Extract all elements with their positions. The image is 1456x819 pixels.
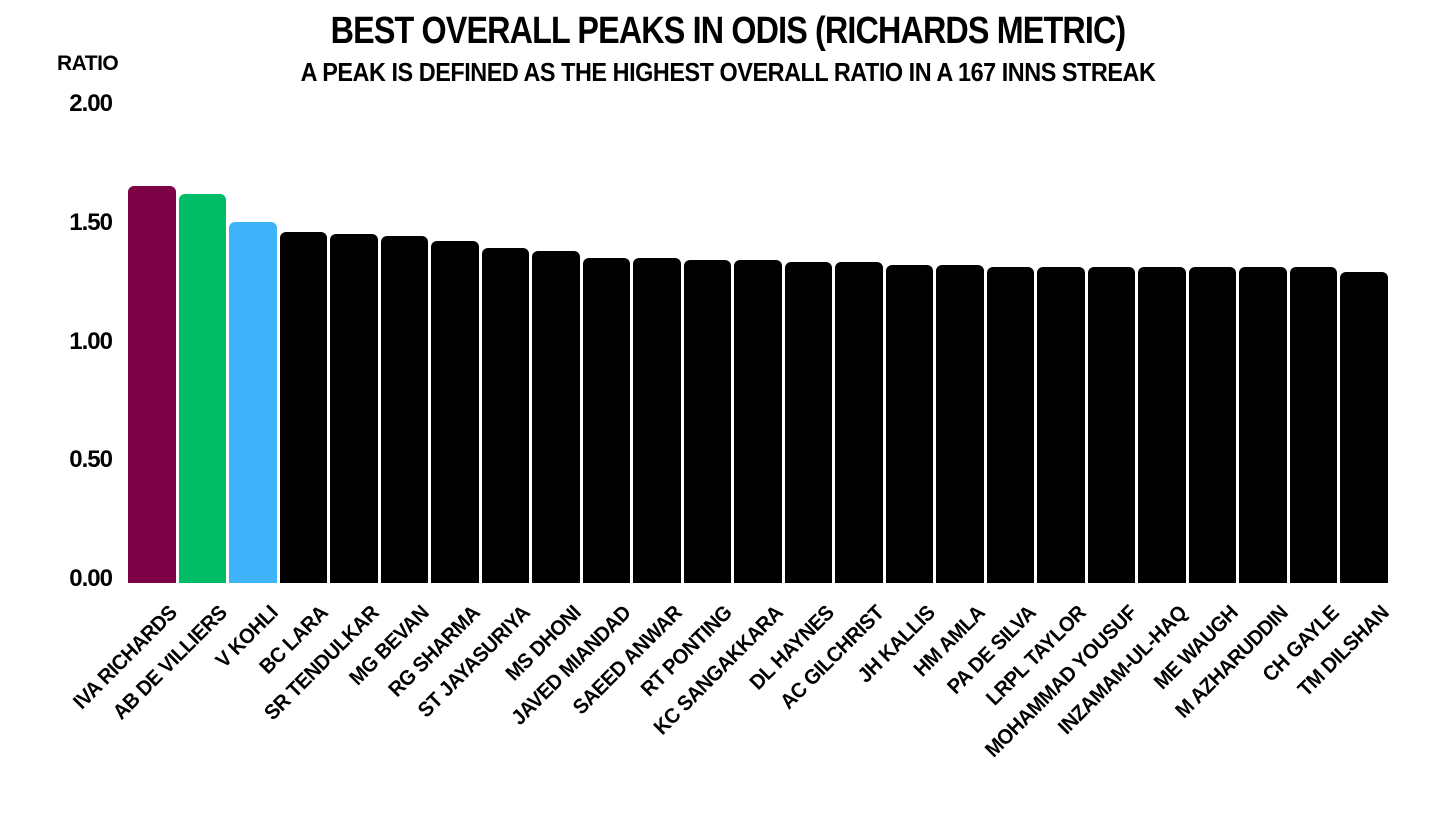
bar <box>481 248 530 583</box>
chart-title: BEST OVERALL PEAKS IN ODIS (RICHARDS MET… <box>330 10 1127 52</box>
bar <box>1289 267 1338 583</box>
y-tick-label: 1.50 <box>69 208 113 236</box>
bar <box>431 241 479 583</box>
bar <box>1138 267 1186 583</box>
bar <box>633 257 681 583</box>
bar <box>835 262 883 583</box>
bar <box>229 222 277 583</box>
bar <box>734 260 782 583</box>
bar <box>1239 267 1287 583</box>
chart-subtitle: A PEAK IS DEFINED AS THE HIGHEST OVERALL… <box>300 57 1156 87</box>
bar <box>784 262 833 583</box>
bar <box>279 231 328 583</box>
bar <box>1087 267 1136 583</box>
bar <box>178 193 227 583</box>
y-tick-label: 1.00 <box>69 327 113 355</box>
bar <box>936 264 984 583</box>
bar <box>986 267 1035 583</box>
bar <box>1188 267 1237 583</box>
y-tick-label: 2.00 <box>69 90 113 117</box>
bar <box>582 257 631 583</box>
bar <box>532 250 580 583</box>
bar <box>330 233 378 583</box>
bar <box>380 236 429 583</box>
y-tick-label: 0.00 <box>69 565 113 592</box>
plot-area <box>128 108 1388 583</box>
bar <box>128 186 176 583</box>
bar <box>683 260 732 583</box>
y-axis-title: RATIO <box>57 52 119 75</box>
bar <box>1037 267 1085 583</box>
y-tick-label: 0.50 <box>69 446 113 474</box>
bar <box>885 264 934 583</box>
bar <box>1340 271 1388 583</box>
